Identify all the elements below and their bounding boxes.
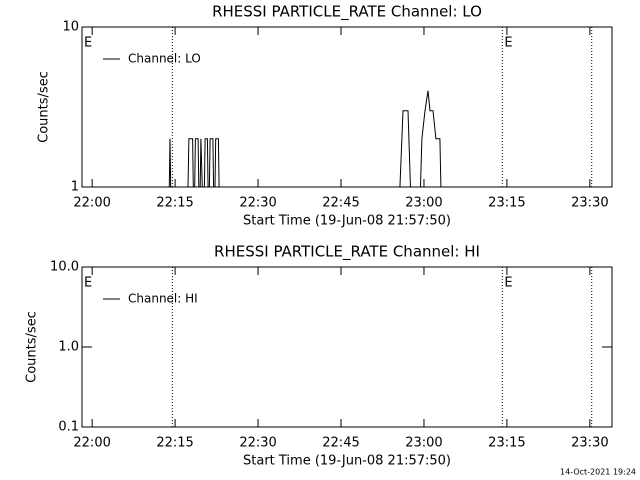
x-tick-label: 23:15 xyxy=(488,196,525,211)
x-tick-label: 23:15 xyxy=(488,436,525,451)
y-axis-label: Counts/sec xyxy=(25,311,40,383)
x-tick-label: 22:30 xyxy=(239,436,276,451)
event-label: E xyxy=(504,276,512,291)
x-tick-label: 22:45 xyxy=(322,196,359,211)
y-tick-label: 1.0 xyxy=(58,340,79,355)
x-tick-label: 22:45 xyxy=(322,436,359,451)
x-tick-label: 22:00 xyxy=(73,196,110,211)
event-label: E xyxy=(504,36,512,51)
x-tick-label: 22:00 xyxy=(73,436,110,451)
event-label: E xyxy=(84,276,92,291)
y-tick-label: 1 xyxy=(71,180,79,195)
x-tick-label: 22:30 xyxy=(239,196,276,211)
x-tick-label: 23:00 xyxy=(405,196,442,211)
y-tick-label: 0.1 xyxy=(58,420,79,435)
y-axis-label: Counts/sec xyxy=(37,71,52,143)
footer-timestamp: 14-Oct-2021 19:24 xyxy=(560,468,636,477)
x-tick-label: 23:30 xyxy=(571,436,608,451)
plot-frame xyxy=(81,26,613,188)
x-tick-label: 23:30 xyxy=(571,196,608,211)
x-axis-label: Start Time (19-Jun-08 21:57:50) xyxy=(243,214,451,229)
x-tick-label: 22:15 xyxy=(156,436,193,451)
y-tick-label: 10 xyxy=(62,20,79,35)
chart-title: RHESSI PARTICLE_RATE Channel: HI xyxy=(214,243,480,262)
y-tick-label: 10.0 xyxy=(50,260,79,275)
x-tick-label: 22:15 xyxy=(156,196,193,211)
legend-label: Channel: HI xyxy=(128,292,198,306)
x-tick-label: 23:00 xyxy=(405,436,442,451)
x-axis-label: Start Time (19-Jun-08 21:57:50) xyxy=(243,454,451,469)
event-label: E xyxy=(84,36,92,51)
chart-title: RHESSI PARTICLE_RATE Channel: LO xyxy=(212,3,482,22)
series-line xyxy=(168,90,442,187)
legend-label: Channel: LO xyxy=(128,52,201,66)
